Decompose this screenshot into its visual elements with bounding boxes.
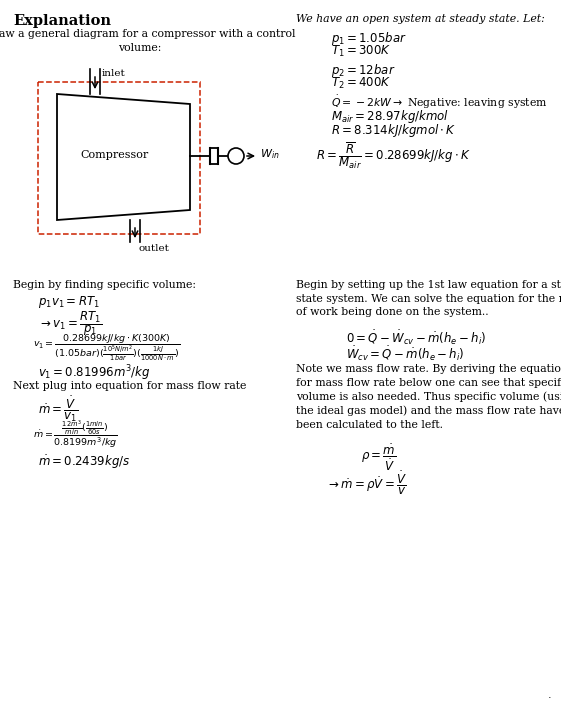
Text: $\dot{W}_{cv} = \dot{Q} - \dot{m}(h_e - h_i)$: $\dot{W}_{cv} = \dot{Q} - \dot{m}(h_e - … — [346, 344, 465, 362]
Text: Begin by finding specific volume:: Begin by finding specific volume: — [13, 280, 196, 290]
Text: outlet: outlet — [139, 244, 170, 253]
Text: .: . — [548, 690, 551, 700]
Text: $\rightarrow v_1 = \dfrac{RT_1}{p_1}$: $\rightarrow v_1 = \dfrac{RT_1}{p_1}$ — [38, 309, 102, 337]
Text: Next plug into equation for mass flow rate: Next plug into equation for mass flow ra… — [13, 381, 246, 391]
Text: inlet: inlet — [102, 69, 126, 78]
Text: $R = 8.314kJ/kgmol \cdot K$: $R = 8.314kJ/kgmol \cdot K$ — [331, 122, 457, 139]
Text: $\dot{m} = \dfrac{\frac{12m^3}{min}(\frac{1min}{60s})}{0.8199m^3/kg}$: $\dot{m} = \dfrac{\frac{12m^3}{min}(\fra… — [33, 419, 118, 451]
Text: $p_1 v_1 = RT_1$: $p_1 v_1 = RT_1$ — [38, 294, 100, 310]
Text: Compressor: Compressor — [81, 150, 149, 160]
Text: $0 = \dot{Q} - \dot{W}_{cv} - \dot{m}(h_e - h_i)$: $0 = \dot{Q} - \dot{W}_{cv} - \dot{m}(h_… — [346, 328, 486, 347]
Circle shape — [228, 148, 244, 164]
Text: $W_{in}$: $W_{in}$ — [260, 147, 279, 161]
Text: $p_1 = 1.05bar$: $p_1 = 1.05bar$ — [331, 30, 407, 47]
Text: $\dot{m} = 0.2439kg/s$: $\dot{m} = 0.2439kg/s$ — [38, 454, 131, 471]
Text: $T_2 = 400K$: $T_2 = 400K$ — [331, 76, 391, 91]
Text: $\rho = \dfrac{\dot{m}}{\dot{V}}$: $\rho = \dfrac{\dot{m}}{\dot{V}}$ — [361, 442, 396, 473]
Text: Draw a general diagram for a compressor with a control
volume:: Draw a general diagram for a compressor … — [0, 29, 295, 53]
Text: $\rightarrow \dot{m} = \rho\dot{V} = \dfrac{\dot{V}}{v}$: $\rightarrow \dot{m} = \rho\dot{V} = \df… — [326, 470, 407, 497]
Text: $v_1 = 0.81996m^3/kg$: $v_1 = 0.81996m^3/kg$ — [38, 363, 150, 382]
Text: Explanation: Explanation — [13, 14, 111, 28]
Text: $\dot{m} = \dfrac{\dot{V}}{v_1}$: $\dot{m} = \dfrac{\dot{V}}{v_1}$ — [38, 395, 79, 424]
Text: $M_{air} = 28.97kg/kmol$: $M_{air} = 28.97kg/kmol$ — [331, 108, 449, 125]
Polygon shape — [57, 94, 190, 220]
Text: $p_2 = 12bar$: $p_2 = 12bar$ — [331, 62, 396, 79]
Text: Note we mass flow rate. By deriving the equation
for mass flow rate below one ca: Note we mass flow rate. By deriving the … — [296, 364, 561, 430]
Text: $v_1 = \dfrac{0.28699kJ/kg \cdot K(300K)}{(1.05bar)(\frac{10^5 N/m^2}{1bar})(\fr: $v_1 = \dfrac{0.28699kJ/kg \cdot K(300K)… — [33, 333, 180, 363]
Text: Begin by setting up the 1st law equation for a steady
state system. We can solve: Begin by setting up the 1st law equation… — [296, 280, 561, 318]
Text: $R = \dfrac{\overline{R}}{M_{air}} = 0.28699kJ/kg \cdot K$: $R = \dfrac{\overline{R}}{M_{air}} = 0.2… — [316, 140, 471, 171]
Text: $\dot{Q} = -2kW \rightarrow$ Negative: leaving system: $\dot{Q} = -2kW \rightarrow$ Negative: l… — [331, 94, 548, 111]
Text: $T_1 = 300K$: $T_1 = 300K$ — [331, 44, 391, 59]
Text: We have an open system at steady state. Let:: We have an open system at steady state. … — [296, 14, 545, 24]
